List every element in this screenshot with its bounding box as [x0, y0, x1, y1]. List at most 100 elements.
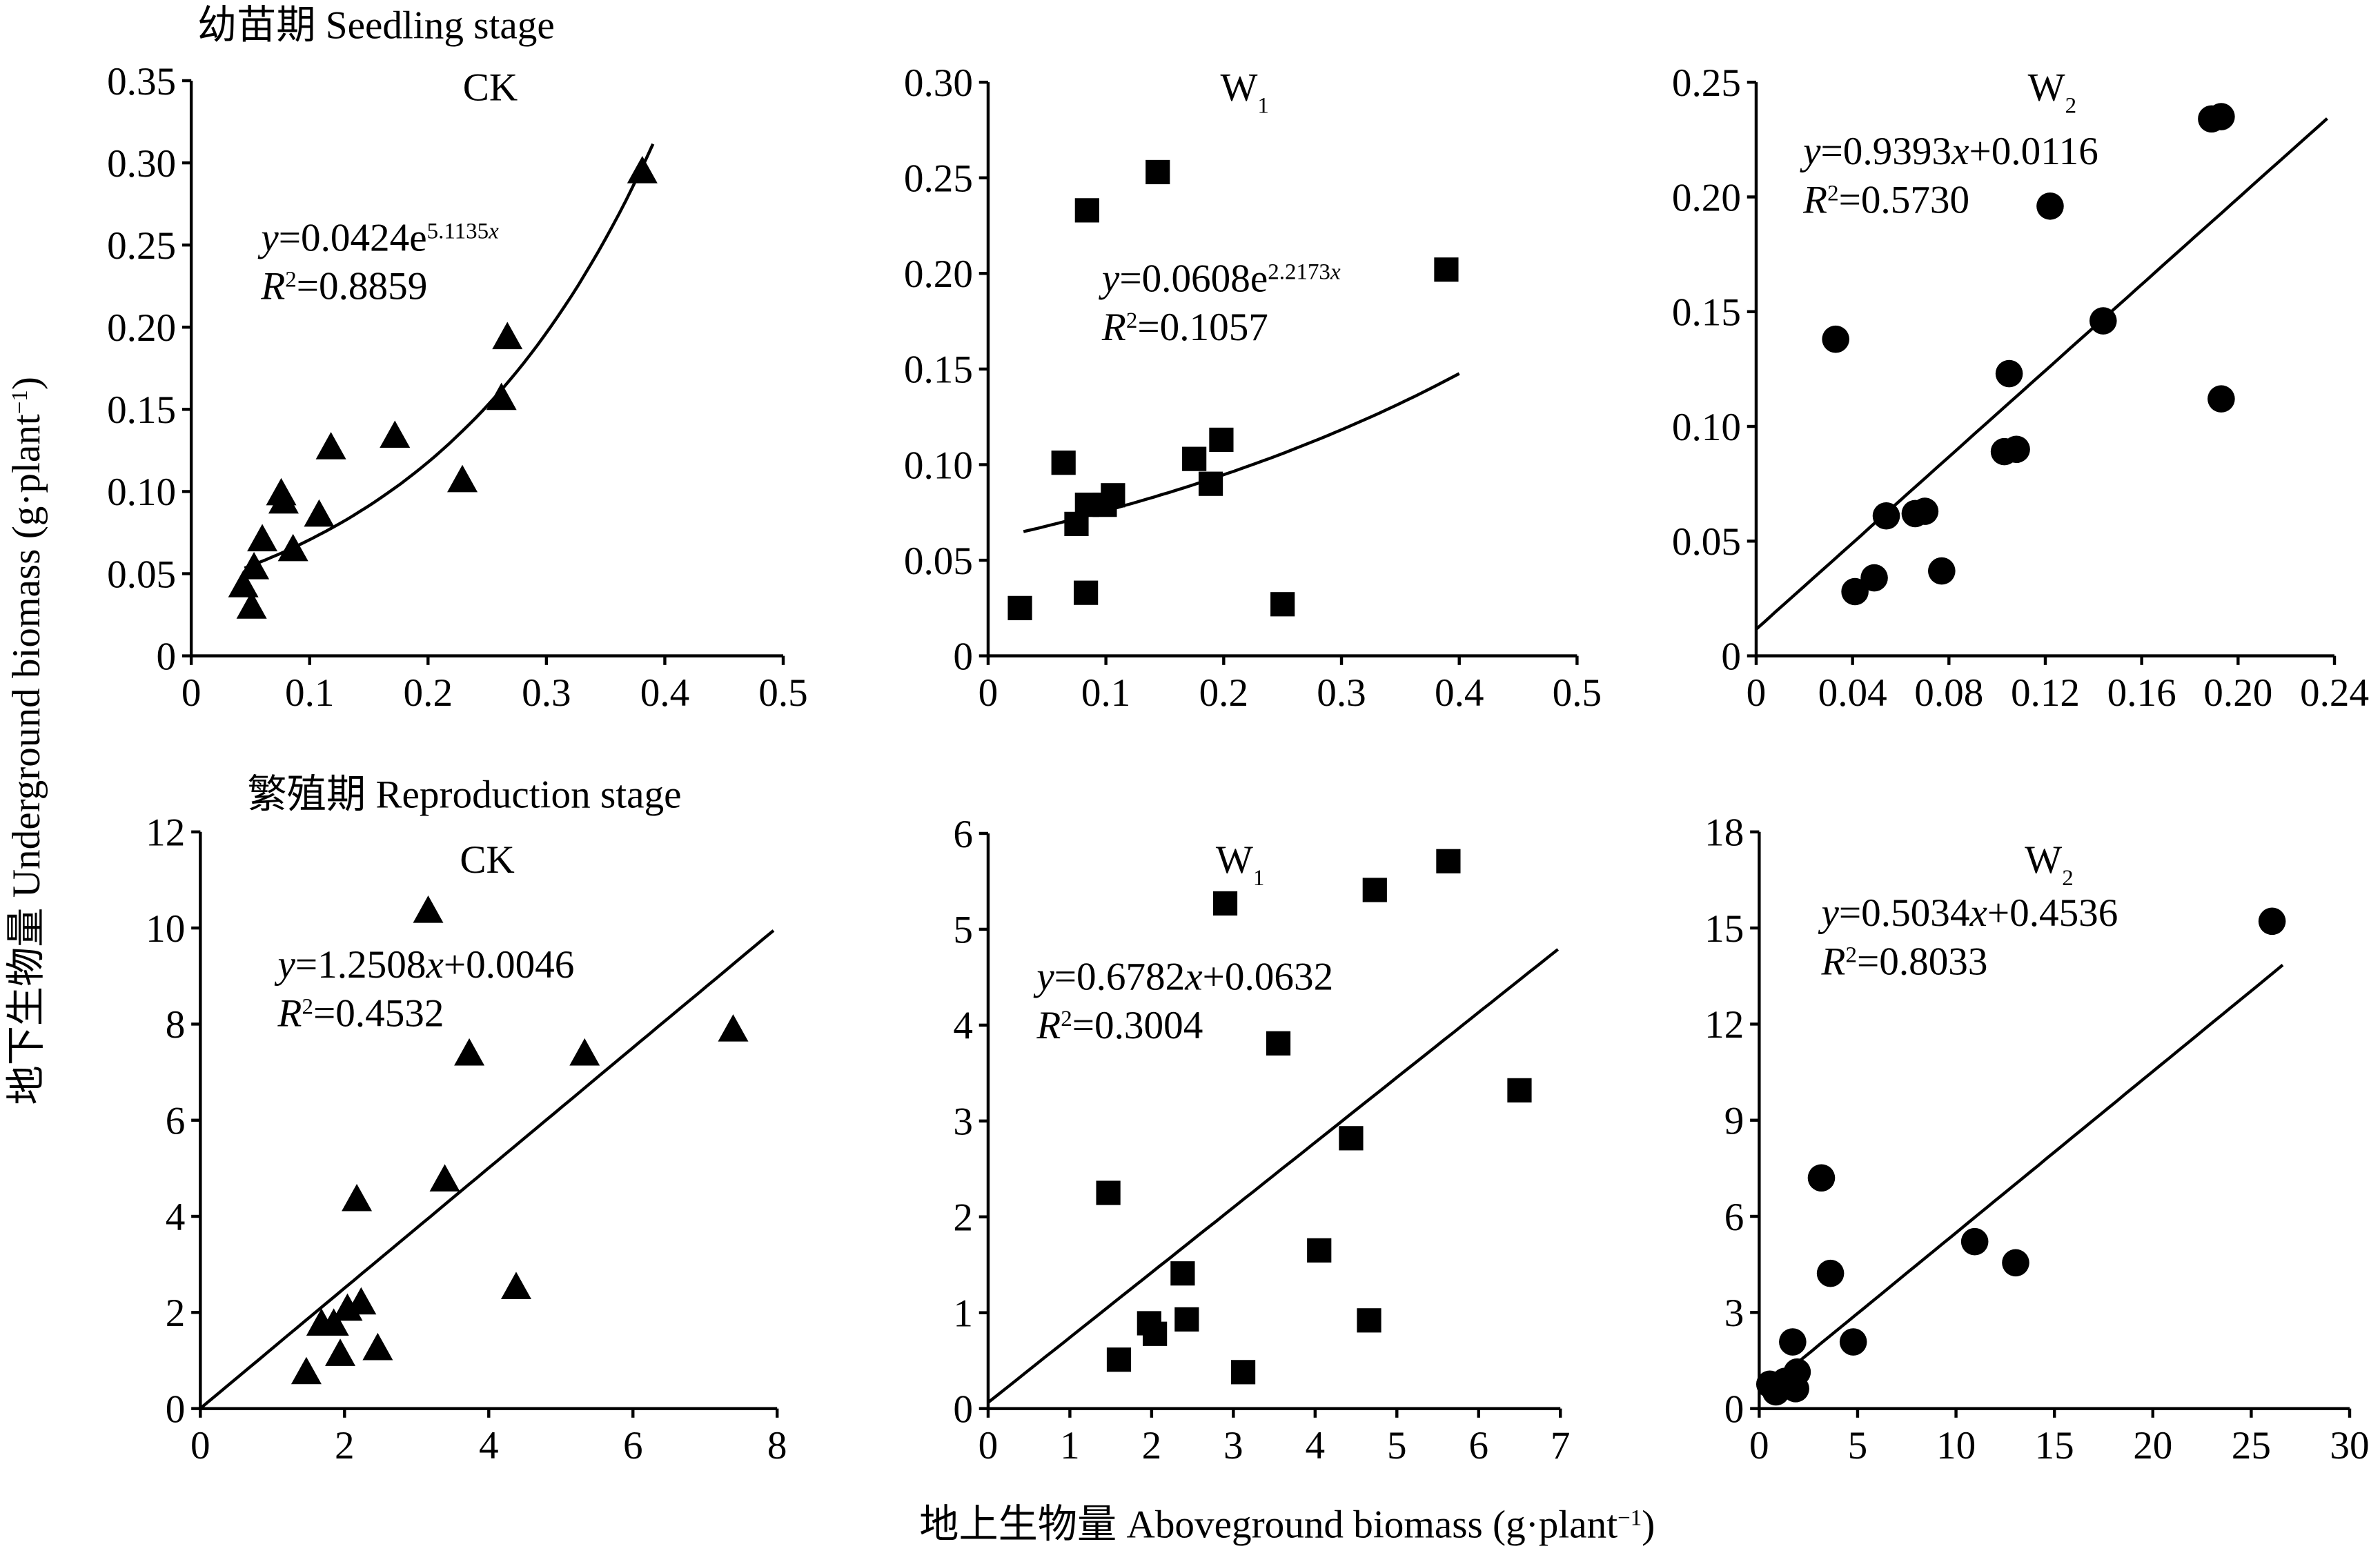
point [1779, 1328, 1807, 1356]
text-part: 1 [1257, 94, 1269, 119]
x-tick-label: 20 [2133, 1424, 2172, 1467]
text-part: 2 [285, 268, 297, 293]
point [1901, 499, 1929, 528]
stage-label: 繁殖期 Reproduction stage [248, 773, 682, 817]
text-part: R [1036, 1004, 1061, 1047]
axis-line [986, 82, 1577, 657]
y-tick-label: 0.30 [904, 61, 973, 105]
point [228, 570, 259, 597]
x-tick-label: 0.16 [2107, 671, 2176, 715]
y-tick-label: 2 [166, 1292, 186, 1335]
point [1841, 577, 1869, 606]
point [1074, 198, 1099, 223]
point [718, 1014, 749, 1042]
text-part: x [1184, 956, 1202, 999]
text-part: R [1821, 940, 1846, 984]
x-tick-label: 0 [1749, 1424, 1769, 1467]
point [2036, 192, 2064, 220]
text-part: y [1800, 130, 1821, 173]
point [429, 1164, 460, 1191]
y-tick-label: 18 [1704, 811, 1744, 855]
text-part: 5.1135 [427, 219, 489, 244]
fit-equation: y=0.0424e5.1135x [257, 216, 499, 259]
panel-title: W2 [2028, 66, 2076, 119]
stage-label: 幼苗期 Seedling stage [197, 3, 555, 47]
x-tick-label: 6 [623, 1424, 643, 1467]
text-part: x [425, 943, 443, 987]
point [1074, 580, 1099, 605]
y-tick-label: 15 [1704, 907, 1744, 951]
text-part: R [1802, 178, 1827, 221]
point [1270, 592, 1295, 617]
y-tick-label: 4 [953, 1005, 973, 1048]
text-part: 2 [2062, 866, 2074, 891]
point [291, 1356, 322, 1385]
x-tick-label: 8 [767, 1424, 787, 1467]
fit-equation: y=0.5034x+0.4536 [1818, 891, 2118, 935]
text-part: =0.8859 [297, 265, 428, 308]
text-part: −1 [1617, 1506, 1642, 1531]
x-tick-label: 0 [978, 1424, 999, 1467]
point [1357, 1308, 1381, 1333]
text-part: W [2028, 66, 2065, 110]
x-tick-label: 4 [1306, 1424, 1326, 1467]
point [1051, 451, 1076, 475]
r-squared: R2=0.4532 [277, 991, 444, 1035]
point [2207, 385, 2235, 413]
x-tick-label: 0.3 [1317, 671, 1366, 715]
fit-line [987, 948, 1560, 1404]
text-part: 2.2173 [1268, 260, 1330, 285]
point [1170, 1261, 1195, 1286]
point [1507, 1078, 1532, 1102]
fit-line [1758, 963, 2284, 1396]
y-tick-label: 0.20 [904, 253, 973, 296]
point [1756, 1370, 1784, 1398]
x-tick-label: 0 [978, 671, 999, 715]
text-part: CK [460, 838, 514, 882]
y-tick-label: 0.05 [107, 553, 176, 596]
text-part: y [1099, 257, 1120, 301]
x-tick-label: 15 [2035, 1424, 2074, 1467]
y-tick-label: 3 [953, 1100, 973, 1144]
text-part: R [1101, 306, 1126, 349]
point [1145, 159, 1170, 185]
x-tick-label: 0.04 [1818, 671, 1887, 715]
point [325, 1338, 356, 1366]
point [1928, 557, 1956, 585]
text-part: R [260, 265, 285, 308]
x-tick-label: 5 [1848, 1424, 1868, 1467]
x-tick-label: 0 [190, 1424, 210, 1467]
x-tick-label: 0.5 [1553, 671, 1602, 715]
text-part: y [257, 216, 279, 259]
fit-equation: y=1.2508x+0.0046 [275, 943, 575, 987]
r-squared: R2=0.5730 [1802, 178, 1969, 221]
panel-title: W1 [1220, 66, 1268, 119]
point [332, 1293, 363, 1321]
x-tick-label: 2 [1142, 1424, 1162, 1467]
text-part: CK [463, 66, 518, 110]
point [1230, 1360, 1256, 1385]
point [277, 533, 308, 562]
text-part: =1.2508 [295, 943, 426, 987]
point [306, 1308, 337, 1336]
text-part: ) [1642, 1503, 1655, 1547]
text-part: 2 [2065, 94, 2077, 119]
text-part: ) [5, 377, 48, 390]
x-tick-label: 0.5 [758, 671, 807, 715]
point [1143, 1321, 1168, 1346]
y-tick-label: 0.25 [107, 224, 176, 268]
x-axis-title: 地上生物量 Aboveground biomass (g·plant−1) [919, 1503, 1655, 1547]
y-tick-label: 0 [1724, 1387, 1744, 1431]
point [362, 1332, 393, 1361]
point [1339, 1126, 1364, 1151]
text-part: y [1033, 956, 1054, 999]
point [1990, 437, 2018, 466]
point [380, 420, 411, 448]
point [239, 552, 270, 580]
r-squared: R2=0.8859 [260, 265, 427, 308]
text-part: =0.0608e [1119, 257, 1268, 301]
point [268, 486, 299, 514]
point [2198, 105, 2225, 133]
y-tick-label: 0.10 [1672, 406, 1741, 449]
